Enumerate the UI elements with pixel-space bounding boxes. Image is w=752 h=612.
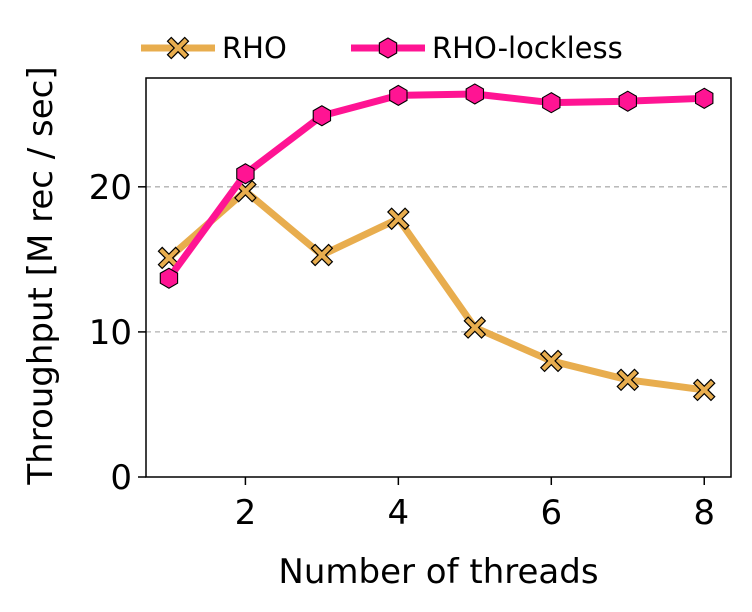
y-axis-label: Throughput [M rec / sec] bbox=[21, 66, 61, 485]
data-point-rho-lockless-4 bbox=[389, 84, 408, 107]
y-tick-label-20: 20 bbox=[89, 168, 132, 208]
data-point-rho-4 bbox=[387, 207, 410, 231]
data-point-rho-lockless-5 bbox=[465, 83, 485, 105]
series-layer bbox=[157, 83, 716, 402]
series-rho-lockless bbox=[159, 83, 714, 289]
data-point-rho-lockless-7 bbox=[618, 90, 637, 112]
data-point-rho-lockless-1 bbox=[159, 267, 179, 289]
x-tick-label-6: 6 bbox=[540, 493, 562, 533]
data-point-rho-1 bbox=[157, 246, 181, 270]
legend-marker-rho-lockless bbox=[378, 37, 398, 59]
x-tick-label-4: 4 bbox=[388, 493, 410, 533]
data-point-rho-7 bbox=[616, 368, 640, 392]
legend-marker-rho bbox=[166, 36, 190, 60]
y-tick-label-0: 0 bbox=[110, 458, 132, 498]
legend-item-rho-lockless: RHO-lockless bbox=[351, 31, 623, 65]
data-point-rho-lockless-2 bbox=[236, 163, 255, 185]
legend-label-rho: RHO bbox=[222, 31, 287, 65]
legend-item-rho: RHO bbox=[141, 31, 287, 65]
legend: RHO RHO-lockless bbox=[141, 31, 623, 65]
series-line-rho-lockless bbox=[166, 90, 705, 281]
y-tick-label-10: 10 bbox=[89, 313, 132, 353]
grid-lines bbox=[146, 186, 731, 333]
series-rho bbox=[157, 179, 716, 402]
data-point-rho-3 bbox=[310, 243, 334, 267]
data-point-rho-6 bbox=[539, 349, 563, 373]
data-point-rho-5 bbox=[463, 316, 487, 339]
legend-label-rho-lockless: RHO-lockless bbox=[432, 31, 623, 65]
x-axis-label: Number of threads bbox=[278, 552, 598, 592]
x-tick-label-2: 2 bbox=[235, 493, 257, 533]
x-tick-label-8: 8 bbox=[693, 493, 715, 533]
series-line-rho bbox=[166, 187, 705, 394]
data-point-rho-lockless-3 bbox=[312, 105, 332, 127]
data-point-rho-lockless-6 bbox=[542, 92, 561, 114]
data-point-rho-8 bbox=[692, 378, 716, 402]
data-point-rho-lockless-8 bbox=[695, 87, 714, 109]
plot-frame bbox=[145, 77, 732, 478]
axes: 2 4 6 8 0 10 20 bbox=[89, 168, 715, 533]
